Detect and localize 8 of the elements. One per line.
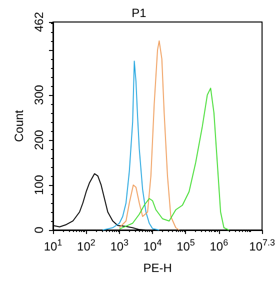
chart-title: P1 [132,6,147,20]
y-tick-label: 462 [32,12,46,32]
x-axis-title: PE-H [143,261,172,275]
y-tick-label: 0 [32,226,46,234]
y-axis-title: Count [12,109,26,142]
y-tick-label: 200 [32,130,46,150]
y-tick-label: 100 [32,174,46,195]
y-tick-label: 300 [32,84,46,105]
